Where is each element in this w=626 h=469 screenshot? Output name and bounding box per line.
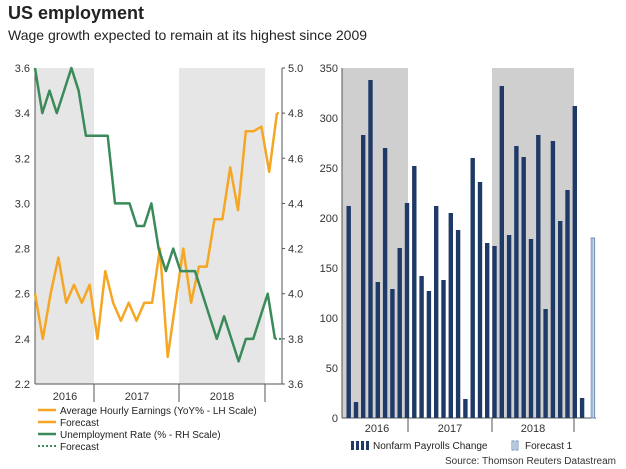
unemployment-line bbox=[33, 66, 277, 363]
payroll-bar bbox=[404, 203, 410, 418]
payroll-bar bbox=[368, 80, 373, 418]
x-tick-label: 2016 bbox=[53, 391, 77, 403]
legend-label: Forecast bbox=[60, 442, 99, 453]
bar-y-tick-label: 0 bbox=[332, 413, 338, 425]
bar-y-tick-label: 250 bbox=[320, 163, 338, 175]
bar-y-tick-label: 300 bbox=[320, 113, 338, 125]
payroll-bar bbox=[506, 235, 512, 418]
payroll-bar bbox=[485, 243, 490, 418]
payroll-bar bbox=[419, 276, 424, 418]
payroll-bar bbox=[382, 148, 388, 418]
left-y-tick-label: 3.0 bbox=[15, 198, 30, 210]
left-y-tick-label: 2.8 bbox=[15, 244, 30, 256]
payroll-bar bbox=[477, 182, 483, 418]
payroll-bar bbox=[390, 289, 395, 418]
payroll-bar bbox=[463, 399, 468, 418]
left-y-tick-label: 2.6 bbox=[15, 289, 30, 301]
left-line-chart: 2.2 2.4 2.6 2.8 3.0 3.2 3.4 3.6 3.6 3.8 4.0 4.2 4.4 4… bbox=[15, 63, 304, 453]
right-y-tick-label: 5.0 bbox=[288, 63, 303, 75]
payroll-bar bbox=[434, 206, 439, 418]
payroll-bar bbox=[492, 246, 497, 418]
right-y-tick-label: 4.6 bbox=[288, 153, 303, 165]
shade-2016 bbox=[342, 68, 408, 418]
right-y-tick-label: 3.8 bbox=[288, 334, 303, 346]
legend-swatch-bar bbox=[356, 441, 359, 450]
payroll-bar bbox=[346, 206, 351, 418]
payroll-bar bbox=[361, 135, 366, 418]
payroll-bar bbox=[572, 106, 577, 418]
legend-label: Unemployment Rate (% - RH Scale) bbox=[60, 430, 221, 441]
bar-x-tick-label: 2017 bbox=[438, 423, 462, 435]
payroll-bar bbox=[579, 398, 585, 418]
left-y-tick-label: 3.4 bbox=[15, 108, 30, 120]
payroll-bar bbox=[528, 239, 534, 418]
right-y-tick-label: 4.8 bbox=[288, 108, 303, 120]
payroll-bar bbox=[536, 135, 541, 418]
bar-y-tick-label: 50 bbox=[326, 363, 338, 375]
page-title: US employment bbox=[8, 3, 145, 23]
right-y-tick-label: 3.6 bbox=[288, 379, 303, 391]
payroll-bar bbox=[426, 291, 432, 418]
payroll-bar bbox=[353, 402, 359, 418]
page-subtitle: Wage growth expected to remain at its hi… bbox=[8, 27, 368, 43]
legend-swatch-bar bbox=[351, 441, 354, 450]
bar-y-tick-label: 100 bbox=[320, 313, 338, 325]
earnings-line bbox=[33, 112, 279, 359]
right-y-tick-label: 4.0 bbox=[288, 289, 303, 301]
shade-2018 bbox=[179, 68, 265, 384]
left-y-tick-label: 2.2 bbox=[15, 379, 30, 391]
payroll-bar bbox=[441, 280, 446, 418]
legend-label: Forecast bbox=[60, 418, 99, 429]
payroll-bar bbox=[521, 157, 526, 418]
x-tick-label: 2017 bbox=[125, 391, 149, 403]
payroll-bar bbox=[565, 190, 570, 418]
legend-label: Average Hourly Earnings (YoY% - LH Scale… bbox=[60, 406, 257, 417]
right-y-tick-label: 4.2 bbox=[288, 244, 303, 256]
payroll-bar bbox=[514, 146, 519, 418]
x-tick-label: 2018 bbox=[210, 391, 234, 403]
payroll-bar bbox=[397, 248, 402, 418]
payroll-bar bbox=[412, 166, 417, 418]
left-y-tick-label: 3.6 bbox=[15, 63, 30, 75]
right-y-tick-label: 4.4 bbox=[288, 198, 303, 210]
payroll-bar bbox=[455, 230, 461, 418]
right-bar-chart: 0 50 100 150 200 250 300 350 2016 2017 2018 Nonfarm… bbox=[320, 63, 596, 452]
payroll-bar bbox=[558, 221, 563, 418]
left-y-tick-label: 2.4 bbox=[15, 334, 30, 346]
legend-swatch-forecast bbox=[515, 440, 519, 451]
source-note: Source: Thomson Reuters Datastream bbox=[444, 456, 616, 467]
bar-x-tick-label: 2018 bbox=[521, 423, 545, 435]
bar-x-tick-label: 2016 bbox=[365, 423, 389, 435]
legend-swatch-forecast bbox=[511, 440, 515, 451]
bar-y-tick-label: 350 bbox=[320, 63, 338, 75]
payroll-bar bbox=[448, 213, 453, 418]
payroll-bar bbox=[375, 282, 380, 418]
legend-swatch-bar bbox=[361, 441, 364, 450]
legend-swatch-bar bbox=[366, 441, 369, 450]
legend-label: Forecast 1 bbox=[525, 441, 573, 452]
payroll-bar bbox=[550, 141, 556, 418]
payroll-bar bbox=[470, 158, 475, 418]
bar-y-tick-label: 200 bbox=[320, 213, 338, 225]
payroll-bar bbox=[499, 86, 504, 418]
payroll-bar bbox=[543, 309, 548, 418]
left-y-tick-label: 3.2 bbox=[15, 153, 30, 165]
legend-label: Nonfarm Payrolls Change bbox=[373, 441, 488, 452]
bar-y-tick-label: 150 bbox=[320, 263, 338, 275]
